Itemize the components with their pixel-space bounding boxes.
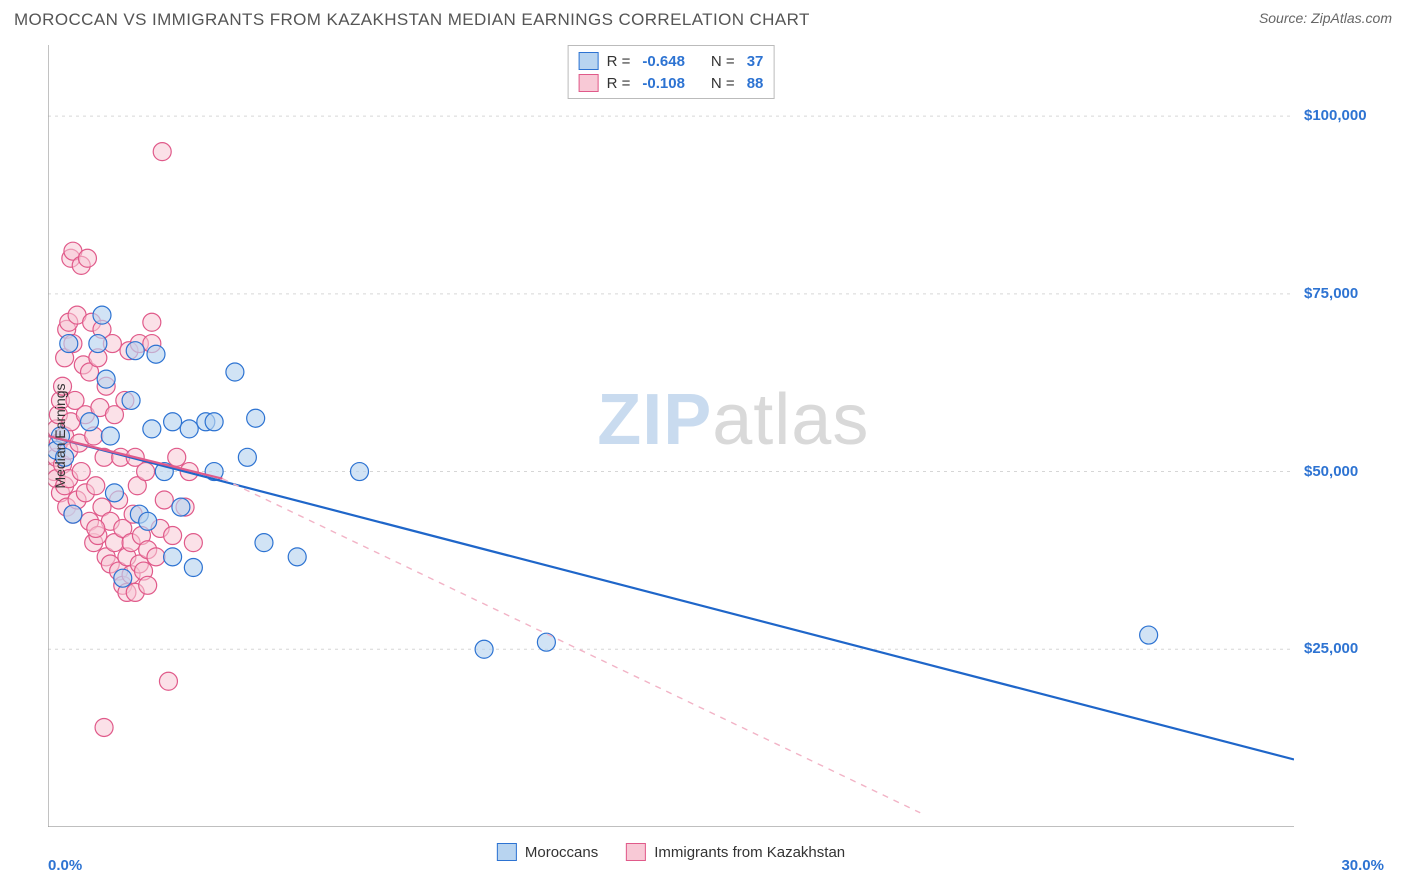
chart-area: Median Earnings ZIPatlas R = -0.648 N = … [48,45,1294,827]
scatter-chart [48,45,1294,827]
legend-n-value: 37 [747,53,764,70]
legend-r-value: -0.108 [642,75,685,92]
legend-r-label: R = [607,75,631,92]
legend-label-moroccans: Moroccans [525,844,598,861]
legend-item-moroccans: Moroccans [497,843,598,861]
legend-swatch-blue [579,52,599,70]
source-prefix: Source: [1259,10,1311,26]
legend-stats: R = -0.648 N = 37 R = -0.108 N = 88 [568,45,775,99]
legend-r-label: R = [607,53,631,70]
chart-title: MOROCCAN VS IMMIGRANTS FROM KAZAKHSTAN M… [14,10,810,30]
legend-stats-row-pink: R = -0.108 N = 88 [579,72,764,94]
legend-r-value: -0.648 [642,53,685,70]
legend-n-label: N = [711,75,735,92]
source-name: ZipAtlas.com [1311,10,1392,26]
y-tick-label: $25,000 [1304,640,1394,657]
legend-swatch-pink [579,74,599,92]
legend-swatch-moroccans [497,843,517,861]
y-tick-label: $100,000 [1304,107,1394,124]
x-max-label: 30.0% [1341,857,1384,874]
legend-series: Moroccans Immigrants from Kazakhstan [497,843,845,861]
legend-label-kazakhstan: Immigrants from Kazakhstan [654,844,845,861]
source-attribution: Source: ZipAtlas.com [1259,10,1392,26]
legend-swatch-kazakhstan [626,843,646,861]
y-tick-label: $50,000 [1304,463,1394,480]
legend-n-label: N = [711,53,735,70]
legend-item-kazakhstan: Immigrants from Kazakhstan [626,843,845,861]
legend-n-value: 88 [747,75,764,92]
legend-stats-row-blue: R = -0.648 N = 37 [579,50,764,72]
x-min-label: 0.0% [48,857,82,874]
y-axis-label: Median Earnings [52,383,68,488]
y-tick-label: $75,000 [1304,285,1394,302]
